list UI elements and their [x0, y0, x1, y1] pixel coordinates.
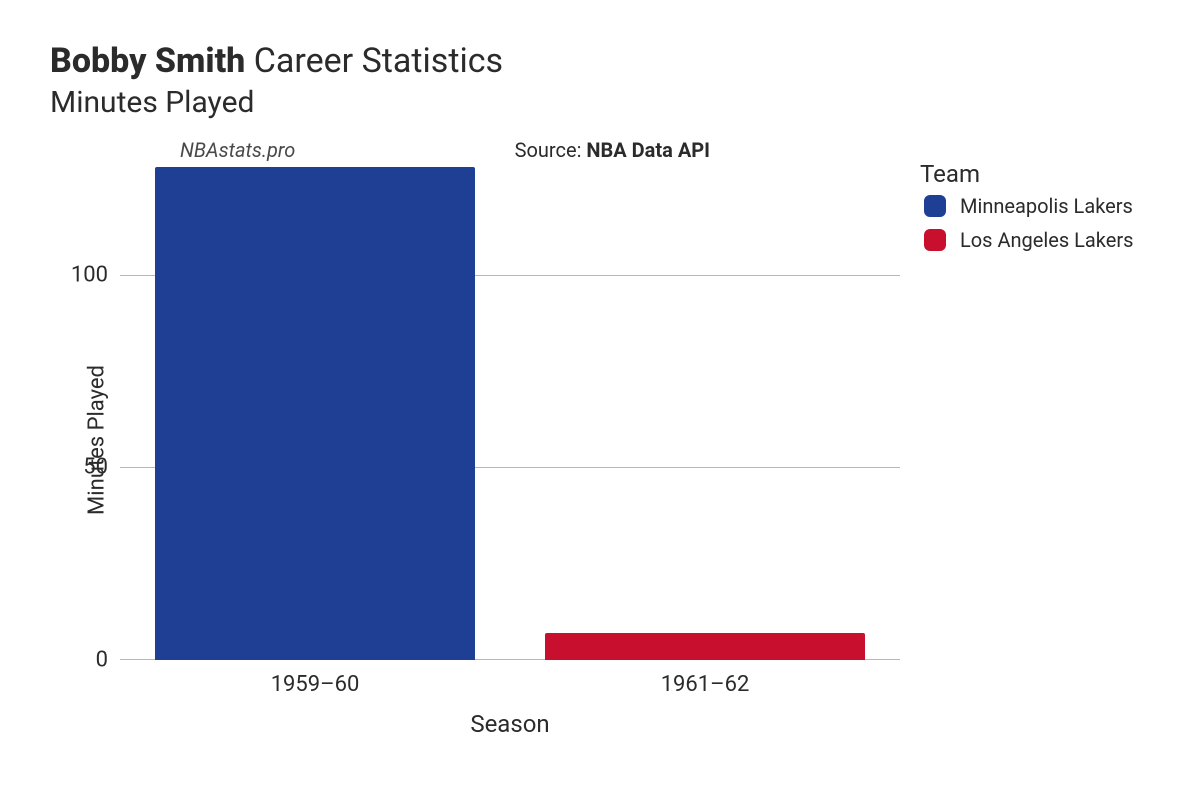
- legend-item: Minneapolis Lakers: [924, 194, 1150, 218]
- title-subtitle: Minutes Played: [50, 85, 1150, 120]
- title-line-1: Bobby Smith Career Statistics: [50, 40, 1150, 83]
- title-rest: Career Statistics: [254, 41, 503, 81]
- legend-label: Minneapolis Lakers: [960, 194, 1133, 218]
- x-tick-label: 1959–60: [271, 672, 360, 697]
- legend: Team Minneapolis Lakers Los Angeles Laker…: [920, 160, 1150, 262]
- bar: [155, 167, 475, 659]
- plot-area: 0501001959–601961–62: [120, 160, 900, 660]
- legend-title: Team: [920, 160, 1150, 188]
- y-tick-label: 100: [71, 262, 108, 287]
- legend-item: Los Angeles Lakers: [924, 228, 1150, 252]
- legend-swatch: [924, 229, 946, 251]
- y-tick-label: 50: [83, 455, 108, 480]
- legend-label: Los Angeles Lakers: [960, 228, 1133, 252]
- subtitle-row: NBAstats.pro Source: NBA Data API: [120, 138, 900, 162]
- watermark-text: NBAstats.pro: [180, 138, 295, 162]
- bar: [545, 633, 865, 660]
- x-tick-label: 1961–62: [661, 672, 750, 697]
- legend-swatch: [924, 195, 946, 217]
- source-text: Source: NBA Data API: [515, 138, 710, 162]
- y-axis-label: Minutes Played: [84, 365, 109, 515]
- title-player-name: Bobby Smith: [50, 41, 245, 81]
- title-block: Bobby Smith Career Statistics Minutes Pl…: [50, 40, 1150, 120]
- y-tick-label: 0: [96, 647, 108, 672]
- legend-items: Minneapolis Lakers Los Angeles Lakers: [920, 194, 1150, 252]
- chart-container: Bobby Smith Career Statistics Minutes Pl…: [0, 0, 1200, 800]
- x-axis-label: Season: [120, 710, 900, 738]
- chart-wrap: NBAstats.pro Source: NBA Data API Minute…: [50, 130, 1150, 750]
- source-prefix: Source:: [515, 138, 587, 162]
- source-name: NBA Data API: [586, 138, 710, 162]
